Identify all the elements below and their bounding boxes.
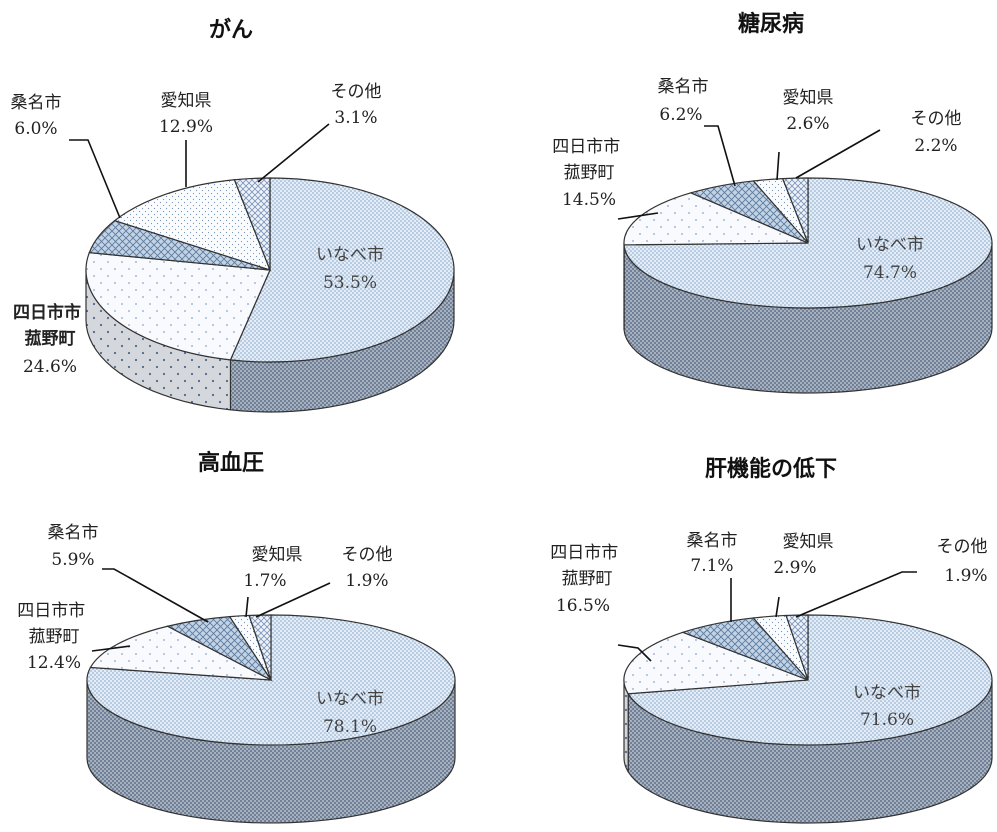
- pie-3d: [623, 177, 993, 394]
- slice-label-value: 6.0%: [14, 119, 57, 139]
- leader-line: [257, 123, 330, 183]
- slice-label-value: 12.4%: [27, 653, 81, 673]
- label-line: 菰野町: [562, 569, 613, 589]
- leader-line: [617, 644, 652, 662]
- pie-top-face: [85, 177, 455, 363]
- slice-label-value: 24.6%: [23, 357, 77, 377]
- pie-3d: [623, 614, 993, 824]
- label-line: 菰野町: [564, 163, 615, 183]
- label-line: 四日市市: [552, 137, 620, 157]
- slice-label-value: 2.9%: [773, 558, 816, 578]
- slice-label-name: その他: [911, 109, 962, 129]
- slice-label-value: 71.6%: [860, 710, 914, 730]
- slice-label-value: 1.7%: [243, 571, 286, 591]
- label-line: 四日市市: [550, 543, 618, 563]
- leader-line: [91, 645, 131, 652]
- slice-label-value: 78.1%: [323, 717, 377, 737]
- leader-line: [795, 129, 881, 179]
- slice-label-value: 1.9%: [345, 571, 388, 591]
- leader-line: [617, 212, 659, 220]
- slice-label-name: その他: [342, 545, 393, 565]
- pie-chart-gan: がん 桑名市 6.0% 愛知県 12.9% その他 3.1% いなべ市 53.5…: [11, 17, 455, 413]
- slice-label-name: その他: [937, 537, 988, 557]
- slice-label-name: 四日市市 菰野町: [17, 601, 90, 647]
- leader-line: [704, 125, 736, 187]
- slice-label-name: 四日市市 菰野町: [550, 543, 623, 589]
- label-line: 菰野町: [29, 627, 80, 647]
- slice-other: [781, 177, 809, 244]
- leader-line: [775, 596, 780, 618]
- leader-line: [69, 139, 121, 219]
- slice-label-name: 愛知県: [161, 91, 212, 111]
- label-line: 四日市市: [17, 601, 85, 621]
- slice-label-value: 74.7%: [863, 263, 917, 283]
- slice-label-value: 2.2%: [914, 136, 957, 156]
- slice-yokkaichi-komono: [89, 625, 272, 681]
- pie-3d: [85, 177, 455, 413]
- slice-label-name: 桑名市: [48, 523, 99, 543]
- slice-label-value: 1.9%: [944, 566, 987, 586]
- slice-inabe: [86, 614, 456, 746]
- slice-label-name: 桑名市: [687, 531, 738, 551]
- leader-line: [795, 571, 917, 618]
- slice-label-value: 6.2%: [659, 105, 702, 125]
- slice-label-value: 16.5%: [556, 596, 610, 616]
- slice-label-name: 桑名市: [11, 93, 62, 113]
- leader-line: [255, 582, 331, 618]
- leader-line: [245, 596, 249, 618]
- label-line: 菰野町: [25, 329, 76, 349]
- slice-label-value: 14.5%: [562, 190, 616, 210]
- slice-label-name: 四日市市 菰野町: [552, 137, 625, 183]
- slice-label-name: いなべ市: [316, 689, 384, 709]
- slice-label-value: 12.9%: [159, 117, 213, 137]
- slice-label-name: 愛知県: [783, 532, 834, 552]
- slice-label-value: 3.1%: [334, 108, 377, 128]
- pie-top-face: [623, 177, 993, 309]
- pie-top-face: [86, 614, 456, 746]
- pie-chart-tonyobyo: 糖尿病 桑名市 6.2% 愛知県 2.6% その他 2.2% 四日市市 菰野町 …: [552, 11, 993, 394]
- slice-label-name: いなべ市: [856, 235, 924, 255]
- slice-label-name: 愛知県: [783, 88, 834, 108]
- slice-aichi: [113, 179, 272, 271]
- slice-label-value: 2.6%: [786, 114, 829, 134]
- slice-label-value: 7.1%: [690, 556, 733, 576]
- slice-label-name: その他: [331, 82, 382, 102]
- slice-label-name: 四日市市 菰野町: [13, 302, 87, 349]
- slice-other: [785, 614, 809, 681]
- slice-label-name: 桑名市: [658, 77, 709, 97]
- pie-top-face: [623, 614, 993, 746]
- chart-title: 肝機能の低下: [705, 456, 837, 482]
- slice-label-name: いなべ市: [853, 683, 921, 703]
- chart-title: がん: [209, 17, 253, 43]
- slice-inabe: [627, 614, 993, 746]
- pie-3d: [86, 614, 456, 824]
- pie-chart-koketsuatsu: 高血圧 桑名市 5.9% 愛知県 1.7% その他 1.9% 四日市市 菰野町 …: [17, 450, 456, 824]
- slice-yokkaichi-komono: [85, 251, 271, 361]
- pie-chart-kankino: 肝機能の低下 桑名市 7.1% 愛知県 2.9% その他 1.9% 四日市市 菰…: [550, 456, 993, 824]
- chart-title: 糖尿病: [738, 11, 804, 37]
- slice-yokkaichi-komono: [623, 631, 809, 695]
- slice-other: [233, 177, 271, 271]
- slice-label-value: 5.9%: [51, 550, 94, 570]
- leader-line: [102, 568, 209, 623]
- leader-line: [776, 151, 780, 181]
- slice-label-name: 愛知県: [252, 545, 303, 565]
- slice-label-name: いなべ市: [316, 245, 384, 265]
- slice-label-value: 53.5%: [323, 273, 377, 293]
- slice-inabe: [229, 177, 455, 363]
- chart-title: 高血圧: [198, 450, 264, 476]
- label-line: 四日市市: [13, 302, 81, 323]
